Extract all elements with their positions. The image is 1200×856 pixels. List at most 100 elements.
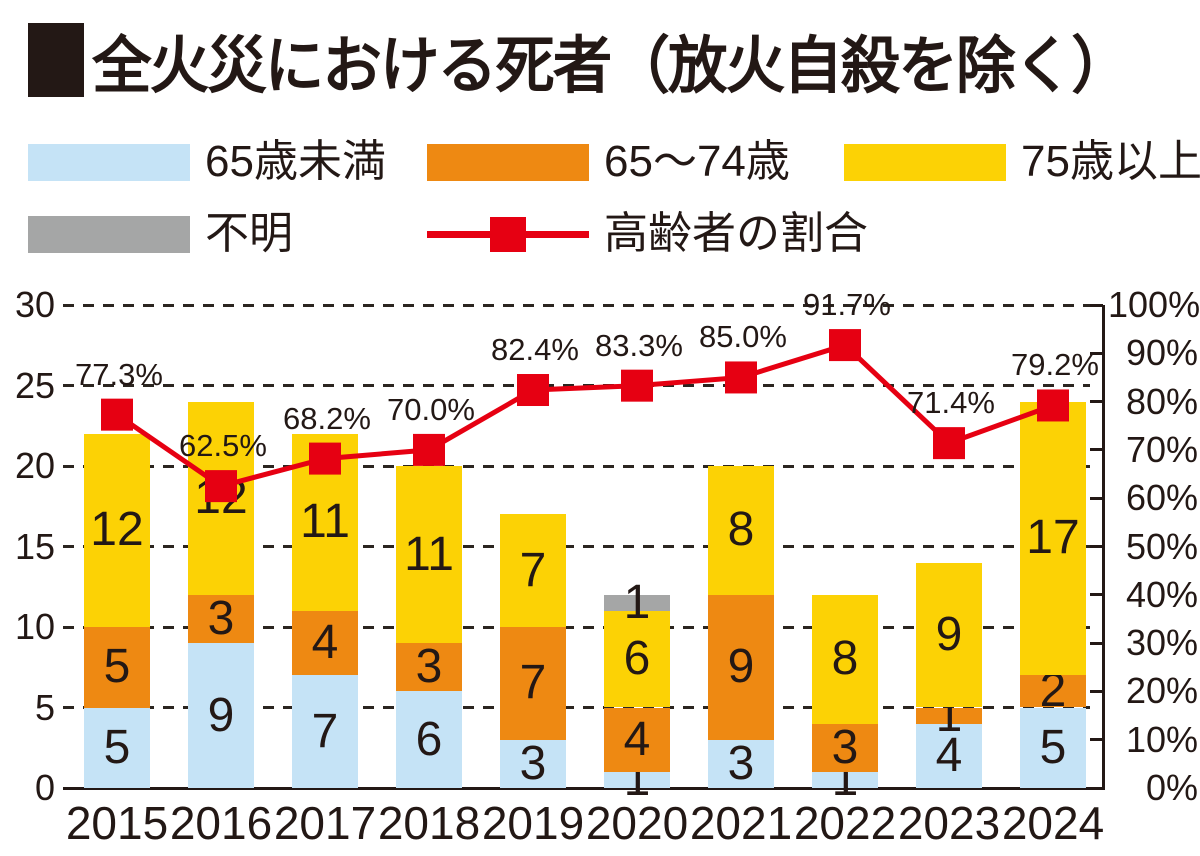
- year-label-2016: 2016: [169, 797, 273, 849]
- legend-item-65-74: 65〜74歳: [427, 137, 790, 186]
- year-label-2021: 2021: [689, 797, 793, 849]
- year-label-2022: 2022: [793, 797, 897, 849]
- bar-2020-segment-unknown: 1: [604, 578, 670, 626]
- year-label-2019: 2019: [481, 797, 585, 849]
- legend-swatch-under-65: [28, 143, 190, 181]
- bar-2019-value-over-75: 7: [519, 543, 547, 597]
- bar-2023-segment-under-65: 4: [916, 723, 982, 788]
- percent-marker-2024: [1037, 389, 1069, 422]
- right-axis-tick-label-10%: 10%: [1125, 718, 1198, 760]
- percent-label-2023: 71.4%: [907, 385, 995, 421]
- bar-2018-value-under-65: 6: [415, 712, 443, 766]
- bar-2021-value-under-65: 3: [727, 736, 755, 790]
- percent-label-2017: 68.2%: [283, 400, 371, 436]
- bar-2023-value-over-75: 9: [935, 608, 963, 662]
- percent-label-2024: 79.2%: [1011, 347, 1099, 383]
- bar-2018-value-over-75: 11: [404, 527, 454, 581]
- percent-label-2018: 70.0%: [387, 391, 475, 427]
- percent-label-2015: 77.3%: [75, 356, 163, 392]
- bar-2020-value-unknown: 1: [623, 575, 651, 629]
- grid-line-25: [63, 384, 1090, 387]
- bar-2024-segment-over-75: 17: [1020, 401, 1086, 676]
- grid-line-30: [63, 303, 1090, 307]
- right-axis-tick-label-30%: 30%: [1125, 622, 1198, 664]
- elderly-ratio-line: [115, 342, 1054, 489]
- bar-2015-segment-over-75: 12: [84, 433, 150, 627]
- right-axis-tick-50%: [1089, 545, 1103, 548]
- bar-2017-value-over-75: 11: [300, 495, 350, 549]
- legend-item-under-65: 65歳未満: [28, 140, 386, 184]
- bar-2016-value-65-74: 3: [207, 591, 235, 645]
- left-axis-tick-label-5: 5: [34, 686, 55, 728]
- right-axis-tick-label-60%: 60%: [1125, 477, 1198, 519]
- year-label-2015: 2015: [65, 797, 169, 849]
- legend-label-elderly-ratio: 高齢者の割合: [604, 209, 868, 258]
- left-axis-tick-label-25: 25: [14, 364, 55, 406]
- percent-label-2021: 85.0%: [699, 319, 787, 355]
- right-axis-tick-label-50%: 50%: [1125, 525, 1198, 567]
- legend-swatch-over-75: [844, 143, 1006, 181]
- left-axis-tick-label-15: 15: [14, 525, 55, 567]
- right-axis-tick-30%: [1089, 641, 1103, 645]
- bar-2015-segment-65-74: 5: [84, 627, 150, 708]
- bar-2020-value-65-74: 4: [623, 712, 651, 766]
- bar-2024-segment-65-74: 2: [1020, 667, 1086, 715]
- bar-2019-segment-65-74: 7: [500, 627, 566, 740]
- legend-item-over-75: 75歳以上: [844, 140, 1200, 184]
- right-axis-tick-label-80%: 80%: [1125, 380, 1198, 422]
- percent-marker-2019: [517, 374, 549, 407]
- right-axis-tick-label-40%: 40%: [1125, 573, 1198, 615]
- bar-2022-segment-over-75: 8: [812, 594, 878, 724]
- bar-2016-segment-65-74: 3: [188, 591, 254, 645]
- bar-2015-value-65-74: 5: [103, 640, 131, 694]
- legend-swatch-65-74: [427, 143, 589, 181]
- bar-2024-value-under-65: 5: [1039, 720, 1067, 774]
- bar-2019-value-65-74: 7: [519, 656, 547, 710]
- bar-2021-value-over-75: 8: [727, 503, 755, 557]
- percent-label-2022: 91.7%: [803, 287, 891, 323]
- percent-label-2019: 82.4%: [491, 332, 579, 367]
- title-row: 全火災における死者（放火自殺を除く）: [28, 18, 1172, 102]
- title-square-marker: [28, 23, 84, 97]
- percent-marker-2016: [205, 470, 237, 503]
- percent-label-2016: 62.5%: [179, 428, 267, 464]
- left-axis-tick-label-10: 10: [14, 606, 55, 647]
- grid-line-10: [63, 625, 1090, 629]
- x-axis-baseline: [63, 786, 1105, 790]
- right-axis-tick-label-20%: 20%: [1125, 670, 1198, 712]
- percent-marker-2020: [621, 369, 653, 402]
- grid-line-15: [63, 545, 1090, 548]
- bar-2018-segment-65-74: 3: [396, 640, 462, 694]
- right-axis-tick-100%: [1089, 303, 1103, 307]
- bar-2020-segment-65-74: 4: [604, 707, 670, 772]
- left-axis-tick-label-30: 30: [14, 284, 55, 325]
- right-axis-tick-label-70%: 70%: [1125, 428, 1198, 470]
- year-label-2017: 2017: [273, 797, 377, 849]
- legend-label-unknown: 不明: [205, 209, 293, 258]
- year-label-2023: 2023: [897, 797, 1001, 849]
- legend-item-elderly-ratio: 高齢者の割合: [427, 209, 868, 258]
- bar-2020-segment-over-75: 6: [604, 610, 670, 708]
- left-axis-tick-label-0: 0: [34, 767, 55, 808]
- year-label-2018: 2018: [377, 797, 481, 849]
- right-axis-line: [1101, 305, 1105, 788]
- year-label-2024: 2024: [1001, 797, 1105, 849]
- percent-marker-2018: [413, 433, 445, 466]
- right-axis-tick-60%: [1089, 496, 1103, 500]
- bar-2019-value-under-65: 3: [519, 736, 547, 790]
- legend-swatch-unknown: [28, 215, 190, 253]
- percent-label-2020: 83.3%: [595, 327, 683, 363]
- right-axis-tick-90%: [1089, 351, 1103, 355]
- bar-2024-segment-under-65: 5: [1020, 707, 1086, 788]
- legend-label-65-74: 65〜74歳: [604, 137, 790, 186]
- percent-marker-2022: [829, 329, 861, 362]
- bar-2018-value-65-74: 3: [415, 640, 443, 694]
- bar-2023-segment-over-75: 9: [916, 562, 982, 708]
- bar-2017-segment-65-74: 4: [292, 610, 358, 676]
- percent-marker-2017: [309, 442, 341, 475]
- bar-2022-segment-65-74: 3: [812, 723, 878, 772]
- right-axis-tick-70%: [1089, 448, 1103, 452]
- right-axis-tick-label-0%: 0%: [1145, 767, 1198, 808]
- bar-2015-segment-under-65: 5: [84, 707, 150, 788]
- bar-2021-segment-under-65: 3: [708, 736, 774, 790]
